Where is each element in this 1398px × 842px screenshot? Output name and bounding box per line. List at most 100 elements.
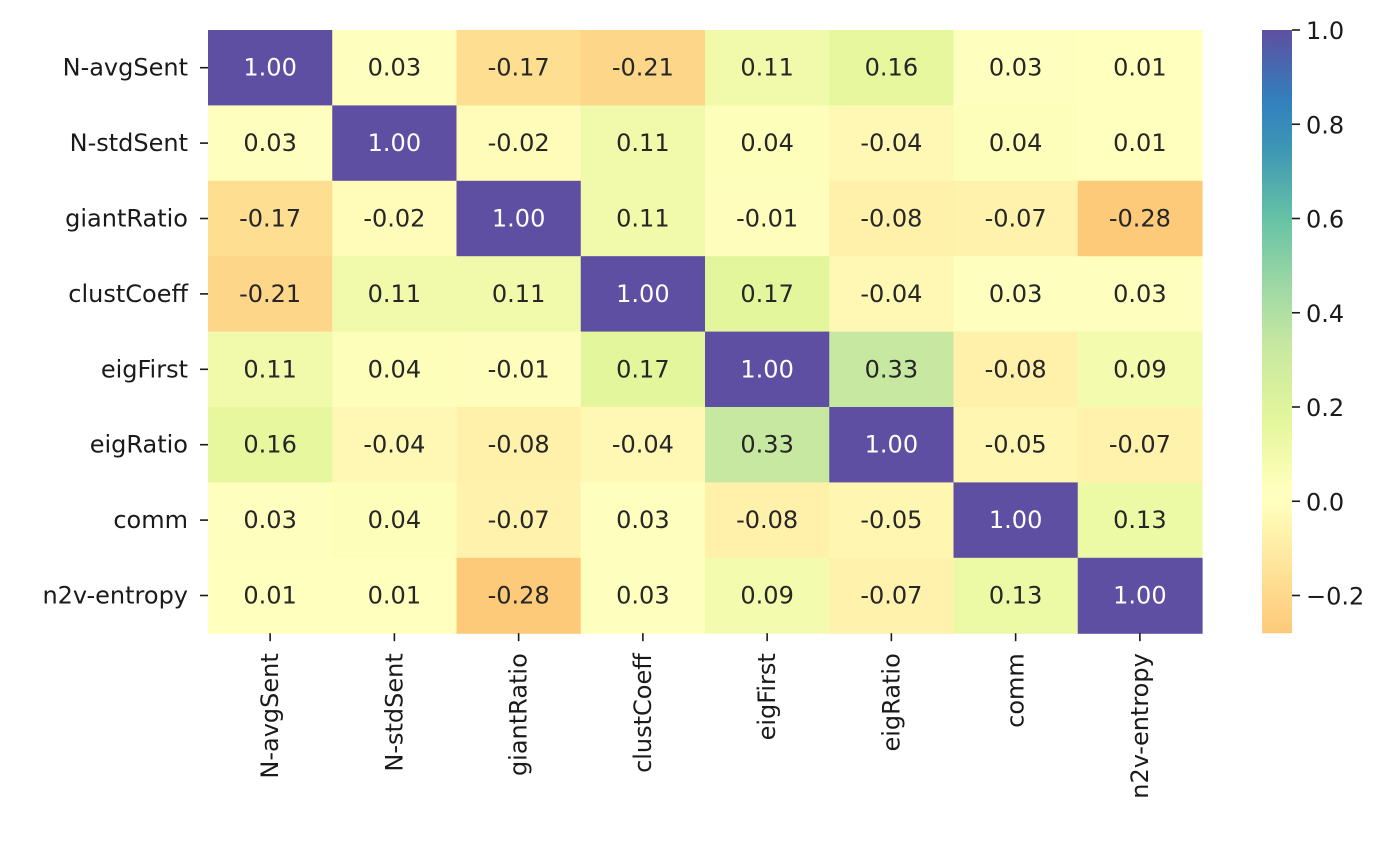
colorbar: 1.0 0.8 0.6 0.4 0.2 0.0 −0.2 [1262,17,1364,634]
heatmap-cell [332,331,458,408]
heatmap-cell [580,482,706,559]
cell-value-label: -0.07 [488,506,550,534]
colorbar-tick-label: −0.2 [1306,583,1364,611]
cell-value-label: 0.13 [1113,506,1166,534]
colorbar-gradient [1262,30,1292,634]
cell-value-label: 0.01 [368,582,421,610]
y-tick-label: n2v-entropy [42,582,188,610]
cell-value-label: 1.00 [243,54,296,82]
heatmap-cell [580,331,706,408]
x-axis: N-avgSent N-stdSent giantRatio clustCoeff ei… [256,633,1154,799]
cell-value-label: 0.09 [1113,355,1166,383]
cell-value-label: 1.00 [1113,582,1166,610]
heatmap-cell [456,180,582,257]
heatmap-cell [1077,180,1203,257]
heatmap-cell [208,407,333,483]
heatmap-cell [332,407,458,483]
y-tick-label: giantRatio [65,205,188,233]
heatmap-cell [456,30,582,106]
cell-value-label: -0.08 [985,355,1047,383]
heatmap-cell-labels: 1.00 0.03 -0.17 -0.21 0.11 0.16 0.03 0.01 0.03 1.… [239,54,1171,610]
heatmap-cell [580,407,706,483]
y-tick-label: N-stdSent [70,129,188,157]
cell-value-label: 0.03 [243,506,296,534]
heatmap-cell [953,105,1079,182]
cell-value-label: 0.04 [368,355,421,383]
cell-value-label: -0.17 [488,54,550,82]
x-tick-label: eigFirst [753,653,781,740]
cell-value-label: 1.00 [989,506,1042,534]
heatmap-cell [1077,557,1203,634]
y-tick-label: eigFirst [101,355,188,383]
heatmap-cell [456,482,582,559]
colorbar-tick-label: 0.8 [1306,111,1344,139]
heatmap-cell [332,482,458,559]
x-tick-label: N-avgSent [256,653,284,778]
cell-value-label: 0.03 [616,506,669,534]
heatmap-cell [953,482,1079,559]
cell-value-label: 1.00 [368,129,421,157]
cell-value-label: -0.28 [488,582,550,610]
cell-value-label: 0.33 [865,355,918,383]
heatmap-cell [829,180,955,257]
cell-value-label: 0.16 [865,54,918,82]
heatmap-cell [456,557,582,634]
cell-value-label: 0.11 [368,280,421,308]
colorbar-tick-label: 0.6 [1306,206,1344,234]
x-tick-label: giantRatio [505,653,533,776]
heatmap-cell [705,30,830,106]
x-tick-label: n2v-entropy [1126,653,1154,799]
heatmap-cell [829,482,955,559]
heatmap-cell [456,256,582,333]
heatmap-cell [208,557,333,634]
heatmap-cell [953,256,1079,333]
heatmap-cell [1077,482,1203,559]
heatmap-cell [456,407,582,483]
cell-value-label: -0.04 [860,129,922,157]
heatmap-cell [705,557,830,634]
cell-value-label: 0.11 [616,205,669,233]
heatmap-cell [456,331,582,408]
colorbar-tick-label: 0.2 [1306,394,1344,422]
cell-value-label: 0.03 [1113,280,1166,308]
x-tick-label: comm [1002,653,1030,728]
cell-value-label: 0.11 [492,280,545,308]
heatmap-cell [705,105,830,182]
y-tick-label: eigRatio [90,431,188,459]
heatmap-cell [456,105,582,182]
cell-value-label: 0.03 [616,582,669,610]
cell-value-label: 0.13 [989,582,1042,610]
cell-value-label: 1.00 [492,205,545,233]
heatmap-cell [580,30,706,106]
cell-value-label: 0.01 [1113,54,1166,82]
heatmap-cell [332,30,458,106]
heatmap-cell [829,105,955,182]
cell-value-label: -0.21 [239,280,301,308]
heatmap-cell [829,407,955,483]
cell-value-label: 0.03 [243,129,296,157]
heatmap-cell [208,482,333,559]
cell-value-label: -0.05 [860,506,922,534]
heatmap-cell [953,180,1079,257]
colorbar-tick-label: 0.4 [1306,300,1344,328]
heatmap-cell [580,557,706,634]
heatmap-cell [953,407,1079,483]
cell-value-label: 0.04 [368,506,421,534]
heatmap-cell [332,557,458,634]
heatmap-cell [705,256,830,333]
cell-value-label: 0.11 [616,129,669,157]
cell-value-label: 0.17 [740,280,793,308]
heatmap-cell [953,331,1079,408]
x-tick-label: clustCoeff [629,653,657,773]
heatmap-cell [705,482,830,559]
y-tick-label: N-avgSent [63,54,188,82]
x-tick-label: eigRatio [877,653,905,751]
heatmap-cell [953,557,1079,634]
heatmap-cell [705,331,830,408]
heatmap-cell [580,105,706,182]
colorbar-tick-label: 0.0 [1306,488,1344,516]
cell-value-label: 1.00 [865,431,918,459]
heatmap-cell [829,557,955,634]
cell-value-label: 0.33 [740,431,793,459]
